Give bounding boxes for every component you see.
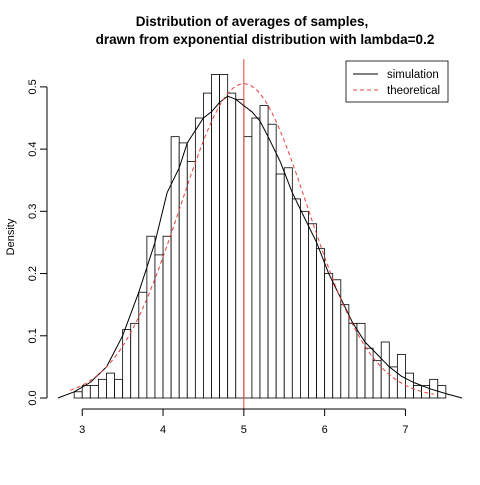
x-tick-label: 3	[79, 424, 85, 436]
histogram-bars	[73, 74, 447, 399]
histogram-bar	[106, 372, 115, 399]
histogram-bar	[324, 273, 334, 399]
y-tick-label: 0.3	[27, 204, 39, 219]
histogram-bar	[283, 167, 293, 399]
histogram-bar	[89, 385, 99, 399]
legend-label-theoretical: theoretical	[387, 85, 440, 97]
theoretical-density-line	[69, 83, 434, 395]
x-tick-label: 5	[241, 424, 247, 436]
histogram-bar	[162, 235, 172, 399]
y-tick-label: 0.1	[27, 328, 39, 343]
histogram-bar	[114, 378, 124, 399]
histogram-bar	[259, 105, 269, 399]
chart-title-line-2: drawn from exponential distribution with…	[96, 32, 435, 47]
histogram-bar	[267, 123, 277, 399]
y-tick-label: 0.0	[27, 390, 39, 405]
histogram-bar	[146, 235, 156, 399]
histogram-bar	[235, 98, 245, 399]
histogram-bar	[364, 347, 374, 399]
histogram-bar	[194, 117, 204, 399]
legend: simulation theoretical	[345, 60, 449, 103]
histogram-bar	[332, 279, 342, 399]
histogram-bar	[380, 341, 390, 399]
histogram-bar	[291, 198, 301, 399]
histogram-bar	[203, 92, 212, 399]
histogram-bar	[413, 385, 422, 399]
histogram-bar	[348, 322, 358, 399]
legend-label-simulation: simulation	[387, 69, 439, 81]
y-tick-label: 0.2	[27, 266, 39, 281]
histogram-bar	[73, 391, 83, 399]
histogram-bar	[186, 161, 196, 399]
histogram-bar	[98, 378, 107, 399]
y-tick-label: 0.4	[27, 141, 39, 156]
x-tick-label: 6	[322, 424, 328, 436]
histogram-bar	[340, 304, 350, 399]
histogram-bar	[243, 136, 253, 399]
axes: 3 4 5 6 7 0.0 0.1 0.2 0.3 0.4 0.5	[27, 79, 409, 436]
histogram-bar	[251, 117, 261, 399]
histogram-bar	[275, 173, 285, 399]
histogram-bar	[178, 142, 188, 399]
histogram-bar	[299, 210, 309, 399]
histogram-bar	[308, 223, 317, 399]
histogram-bar	[219, 74, 229, 399]
y-tick-label: 0.5	[27, 79, 39, 94]
histogram-bar	[437, 385, 447, 399]
y-axis-label: Density	[5, 218, 17, 255]
histogram-bar	[227, 92, 237, 399]
legend-box	[345, 60, 449, 103]
histogram-bar	[130, 322, 140, 399]
histogram-bar	[81, 385, 91, 399]
histogram-bar	[211, 74, 221, 399]
x-tick-label: 4	[160, 424, 166, 436]
density-curves	[57, 59, 463, 410]
chart-title-line-1: Distribution of averages of samples,	[136, 14, 369, 29]
histogram-bar	[316, 248, 326, 399]
x-tick-label: 7	[402, 424, 408, 436]
simulation-density-line	[57, 95, 463, 399]
